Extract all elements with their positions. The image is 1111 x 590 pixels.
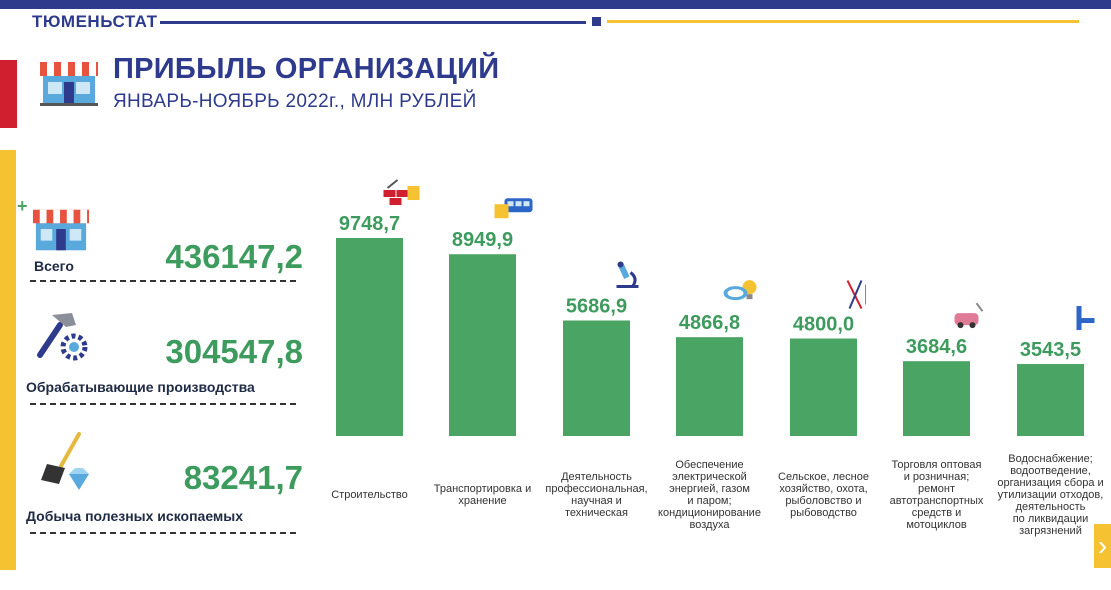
category-label-line: Обеспечение: [675, 459, 744, 471]
bar-value-label: 9748,7: [339, 213, 400, 235]
category-label-line: научная и: [571, 495, 622, 507]
page-subtitle: ЯНВАРЬ-НОЯБРЬ 2022г., МЛН РУБЛЕЙ: [113, 91, 477, 112]
category-label-line: кондиционирование: [658, 507, 761, 519]
next-slide-button[interactable]: ›: [1094, 524, 1111, 568]
bus-icon: [494, 198, 533, 219]
summary-label-manufacturing: Обрабатывающие производства: [26, 379, 255, 395]
category-label-line: и розничная;: [903, 471, 970, 483]
accent-bar-yellow: [0, 150, 16, 570]
bar: [563, 320, 630, 436]
summary-value-total: 436147,2: [165, 238, 303, 275]
page-title: ПРИБЫЛЬ ОРГАНИЗАЦИЙ: [113, 53, 500, 85]
category-label-line: рыболовство и: [785, 495, 862, 507]
category-label-line: электрической: [672, 471, 747, 483]
category-label-line: и паром;: [687, 495, 732, 507]
header-line-yellow: [607, 20, 1079, 23]
bar-value-label: 8949,9: [452, 229, 513, 251]
bar: [336, 238, 403, 436]
divider: [30, 280, 296, 282]
bar: [903, 361, 970, 436]
category-label-line: Транспортировка и: [433, 483, 532, 495]
shovel-diamond-icon: [41, 432, 89, 490]
category-label-line: воздуха: [689, 519, 730, 531]
category-label: Деятельность профессиональная, научная и те…: [537, 471, 657, 519]
divider: [30, 532, 296, 534]
category-label-line: хранение: [458, 495, 507, 507]
bar-value-label: 5686,9: [566, 295, 627, 317]
hammer-gear-icon: [37, 313, 88, 361]
category-label: Сельское, лесное хозяйство, охота, рыболов…: [764, 471, 884, 519]
category-label-line: Сельское, лесное: [778, 471, 869, 483]
bar: [449, 254, 516, 436]
top-bar: [0, 0, 1111, 9]
shop-icon: [40, 62, 98, 106]
bar-value-label: 3543,5: [1020, 339, 1081, 361]
header-line-blue: [160, 21, 586, 24]
summary-label-mining: Добыча полезных ископаемых: [26, 508, 244, 524]
bar-value-label: 3684,6: [906, 336, 967, 358]
divider: [30, 403, 296, 405]
fishing-rod-icon: [846, 280, 866, 309]
category-label-line: энергией, газом: [669, 483, 750, 495]
category-label-line: средств и: [911, 507, 962, 519]
bar: [1017, 364, 1084, 436]
summary-value-manufacturing: 304547,8: [165, 333, 303, 370]
microscope-icon: [616, 261, 639, 288]
plus-icon: +: [17, 196, 28, 216]
category-label: Транспортировка и хранение: [423, 483, 543, 507]
bar: [790, 338, 857, 436]
category-label-line: профессиональная,: [545, 483, 648, 495]
shop-icon: [33, 209, 89, 251]
brand-name: ТЮМЕНЬСТАТ: [32, 12, 158, 31]
summary-value-mining: 83241,7: [183, 459, 303, 496]
category-label: Водоснабжение; водоотведение, организация …: [991, 453, 1111, 537]
category-label-line: организация сбора и: [997, 477, 1104, 489]
lightbulb-icon: [723, 280, 757, 301]
category-label-line: Торговля оптовая: [891, 459, 982, 471]
category-label: Обеспечение электрической энергией, газом и…: [650, 459, 770, 531]
category-label-line: деятельность: [1015, 501, 1086, 513]
category-label: Строительство: [310, 489, 430, 501]
category-label-line: Водоснабжение;: [1008, 453, 1093, 465]
category-label-line: загрязнений: [1019, 525, 1082, 537]
bar-value-label: 4800,0: [793, 314, 854, 336]
category-label-line: Деятельность: [561, 471, 632, 483]
category-label-line: мотоциклов: [906, 519, 967, 531]
water-tap-icon: [1076, 306, 1095, 331]
bar-value-label: 4866,8: [679, 312, 740, 334]
category-label-line: хозяйство, охота,: [779, 483, 868, 495]
category-label-line: утилизации отходов,: [997, 489, 1104, 501]
bar: [676, 337, 743, 436]
category-label-line: рыбоводство: [790, 507, 857, 519]
summary-label-total: Всего: [34, 258, 74, 274]
bricks-icon: [383, 179, 420, 205]
category-label: Торговля оптовая и розничная; ремонт автотр…: [877, 459, 997, 531]
car-repair-icon: [954, 302, 984, 329]
category-label-line: техническая: [565, 507, 628, 519]
accent-bar-red: [0, 60, 17, 128]
category-label-line: ремонт: [917, 483, 956, 495]
category-label-line: водоотведение,: [1010, 465, 1091, 477]
category-label-line: по ликвидации: [1012, 513, 1089, 525]
header-square: [592, 17, 601, 26]
category-label-line: автотранспортных: [889, 495, 984, 507]
category-label-line: Строительство: [331, 489, 408, 501]
